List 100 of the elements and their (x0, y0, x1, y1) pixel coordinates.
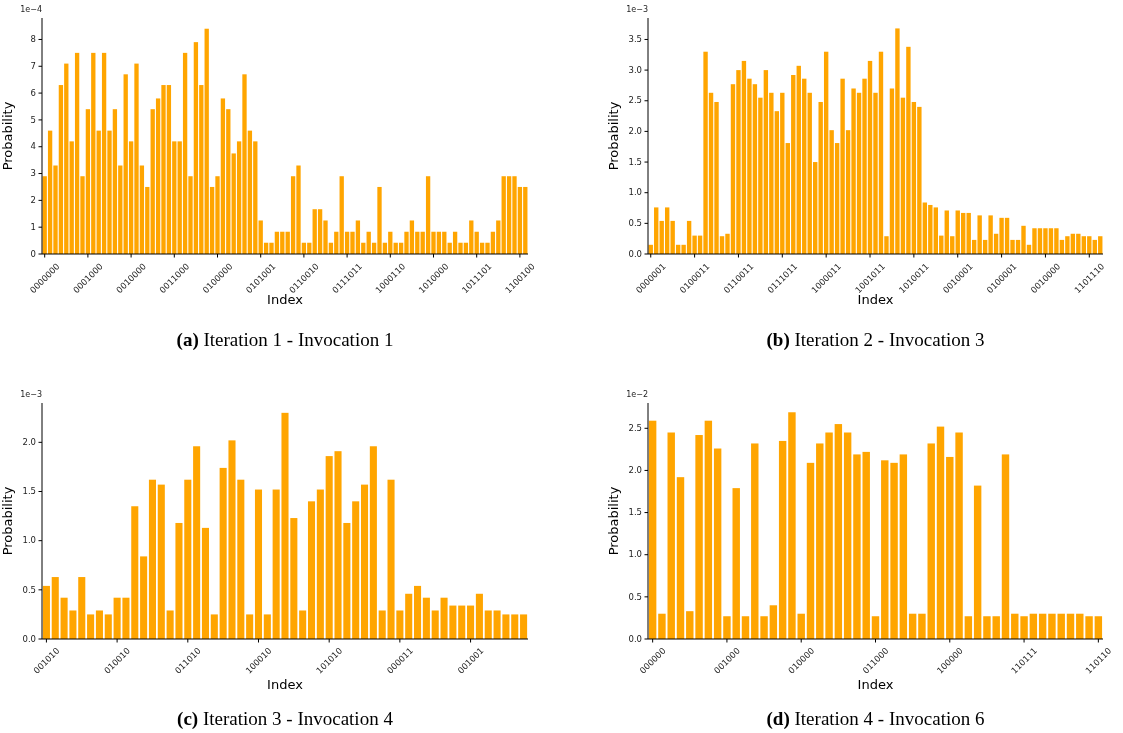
bar (723, 616, 731, 639)
y-tick-label: 3 (30, 168, 36, 179)
y-tick-label: 3.0 (628, 64, 642, 75)
bar (983, 616, 991, 639)
y-axis-title: Probability (0, 486, 15, 556)
bar (201, 527, 210, 639)
bar (676, 477, 685, 639)
bar (42, 585, 50, 639)
bar (769, 605, 778, 639)
y-tick-label: 2 (30, 195, 36, 206)
bar (254, 489, 263, 639)
bar (511, 614, 519, 639)
bar (316, 489, 324, 639)
text: 1e−3 (20, 390, 42, 399)
bar (927, 443, 935, 639)
bar (131, 506, 139, 639)
y-tick-label: 0.0 (628, 633, 642, 644)
y-tick-label: 2.0 (628, 465, 642, 476)
bar (658, 613, 666, 639)
y-tick-label: 2.5 (628, 95, 642, 106)
bar (422, 597, 430, 639)
y-tick-label: 3.5 (628, 34, 642, 45)
bar (246, 614, 254, 639)
bar (973, 485, 982, 639)
y-tick-label: 2.5 (628, 423, 642, 434)
y-tick-label: 6 (30, 87, 36, 98)
bar (1001, 454, 1010, 639)
bar (964, 616, 973, 639)
bar (378, 610, 386, 639)
bar (467, 605, 475, 639)
bar (87, 614, 95, 639)
bar (475, 593, 483, 639)
bar (788, 412, 796, 639)
y-tick-label: 0.0 (628, 248, 642, 259)
bar (704, 420, 713, 639)
bar (78, 577, 86, 639)
bar (806, 462, 815, 639)
y-tick-label: 1.0 (22, 535, 36, 546)
bar (299, 610, 307, 639)
bar (95, 610, 103, 639)
bar (899, 454, 908, 639)
bar (307, 501, 316, 639)
bar (210, 614, 218, 639)
y-tick-label: 2.0 (628, 126, 642, 137)
bar (414, 585, 422, 639)
y-tick-label: 0.5 (628, 591, 642, 602)
x-axis-title: Index (267, 292, 304, 307)
bar (184, 479, 192, 639)
text: (c) Iteration 3 - Invocation 4 (177, 708, 394, 730)
text: 1e−4 (20, 5, 42, 14)
bar (936, 426, 945, 639)
bar (369, 446, 377, 639)
y-tick-label: 7 (30, 60, 36, 71)
y-tick-label: 8 (30, 34, 36, 45)
bar (520, 614, 528, 639)
y-tick-label: 2.0 (22, 437, 36, 448)
bar (148, 479, 156, 639)
text: (a) Iteration 1 - Invocation 1 (176, 329, 394, 351)
bar (871, 616, 880, 639)
bar (741, 616, 750, 639)
y-tick-label: 0.5 (628, 218, 642, 229)
bar (104, 614, 112, 639)
bar (853, 454, 861, 639)
bar (1048, 613, 1056, 639)
bar (405, 593, 413, 639)
bar (834, 424, 843, 639)
x-axis-title: Index (857, 677, 894, 692)
y-tick-label: 1 (30, 221, 36, 232)
bar (648, 420, 657, 639)
y-tick-label: 0 (30, 248, 36, 259)
bar (667, 432, 675, 639)
y-tick-label: 1.5 (628, 507, 642, 518)
bar (862, 451, 870, 639)
text: (d) Iteration 4 - Invocation 6 (766, 708, 985, 730)
y-tick-label: 1.5 (22, 486, 36, 497)
bar (51, 577, 59, 639)
bar (778, 440, 787, 639)
bar (360, 484, 369, 639)
text: (b) Iteration 2 - Invocation 3 (766, 329, 985, 351)
bar (157, 484, 165, 639)
y-tick-label: 0.5 (22, 584, 36, 595)
y-tick-label: 4 (30, 141, 36, 152)
bar (843, 432, 852, 639)
y-axis-title: Probability (606, 101, 621, 171)
bar (918, 613, 926, 639)
y-tick-label: 1.5 (628, 156, 642, 167)
y-tick-label: 0.0 (22, 633, 36, 644)
bar (992, 616, 1000, 639)
text: 1e−2 (626, 390, 648, 399)
x-axis-title: Index (267, 677, 304, 692)
bar (713, 448, 722, 639)
bar (732, 488, 740, 639)
bar (193, 446, 201, 639)
y-tick-label: 1.0 (628, 187, 642, 198)
bar (431, 610, 439, 639)
text: 1e−3 (626, 5, 648, 14)
y-axis-title: Probability (606, 486, 621, 556)
bar (140, 556, 148, 639)
y-tick-label: 5 (30, 114, 36, 125)
bar (263, 614, 271, 639)
